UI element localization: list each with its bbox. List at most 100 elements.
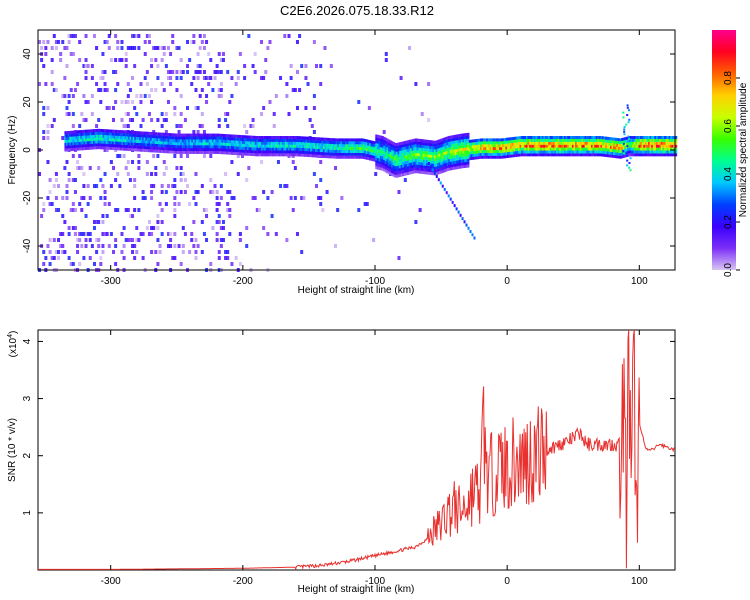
spectrogram-cell	[289, 76, 293, 80]
spectrogram-ridge-cell	[356, 138, 359, 142]
spectrogram-ridge-cell	[261, 138, 264, 142]
spectrogram-ridge-cell	[579, 141, 583, 145]
spectrogram-ridge-cell	[541, 136, 544, 140]
spectrogram-ridge-cell	[329, 146, 332, 150]
spectrogram-ridge-cell	[557, 144, 560, 148]
spectrogram-ridge-cell	[308, 151, 311, 155]
spectrogram-cell	[384, 52, 388, 56]
spectrogram-ridge-cell	[99, 140, 102, 144]
spectrogram-cell	[211, 226, 215, 230]
spectrogram-ridge-cell	[460, 136, 464, 140]
spectrogram-cell	[107, 106, 111, 110]
spectrogram-cell	[217, 202, 221, 206]
spectrogram-ridge-cell	[576, 153, 579, 157]
spectrogram-ridge-cell	[598, 150, 602, 154]
spectrogram-cell	[215, 232, 219, 236]
spectrogram-ridge-cell	[389, 160, 392, 164]
spectrogram-ridge-cell	[410, 142, 413, 146]
spectrogram-ridge-cell	[590, 150, 594, 154]
spectrogram-ridge-cell	[549, 144, 552, 148]
spectrogram-ridge-cell	[303, 150, 307, 154]
spectrogram-ridge-cell	[470, 156, 473, 160]
spectrogram-cell	[46, 196, 50, 200]
spectrogram-ridge-cell	[345, 144, 348, 148]
spectrogram-ridge-cell	[648, 136, 651, 140]
spectrogram-ridge-cell	[183, 136, 186, 140]
spectrogram-cell	[124, 58, 128, 62]
spectrogram-ridge-cell	[140, 148, 143, 152]
spectrogram-cell	[82, 64, 86, 68]
spectrogram-ridge-cell	[316, 151, 319, 155]
spectrogram-cell	[262, 226, 266, 230]
spectrogram-ridge-cell	[215, 136, 218, 140]
spectrogram-ridge-cell	[662, 141, 665, 145]
spectrogram-ridge-cell	[100, 129, 104, 133]
spectrogram-ridge-cell	[535, 136, 538, 140]
spectrogram-cell	[224, 118, 228, 122]
spectrogram-spike-cell	[622, 111, 625, 114]
spectrogram-cell	[103, 202, 107, 206]
spectrogram-ridge-cell	[668, 144, 671, 148]
spectrogram-ridge-cell	[305, 153, 308, 157]
spectrogram-cell	[124, 64, 128, 68]
spectrogram-ridge-cell	[327, 149, 330, 153]
spectrogram-cell	[179, 112, 183, 116]
spectrogram-cell	[217, 118, 221, 122]
spectrogram-ridge-cell	[394, 165, 397, 169]
spectrogram-ridge-cell	[273, 150, 276, 154]
spectrogram-cell	[76, 166, 80, 170]
spectrogram-ridge-cell	[256, 147, 259, 151]
spectrogram-ridge-cell	[221, 139, 224, 143]
spectrogram-ridge-cell	[370, 152, 373, 156]
spectrogram-ridge-cell	[94, 137, 97, 141]
spectrogram-ridge-cell	[648, 153, 651, 157]
spectrogram-ridge-cell	[608, 148, 611, 152]
spectrogram-ridge-cell	[367, 157, 370, 161]
spectrogram-ridge-cell	[497, 147, 500, 151]
spectrogram-cell	[84, 100, 88, 104]
spectrogram-ridge-cell	[426, 168, 429, 172]
spectrogram-ridge-cell	[384, 157, 387, 161]
spectrogram-ridge-cell	[445, 145, 448, 149]
spectrogram-ridge-cell	[161, 144, 164, 148]
spectrogram-cell	[99, 88, 103, 92]
spectrogram-ridge-cell	[349, 144, 353, 148]
spectrogram-ridge-cell	[316, 148, 319, 152]
spectrogram-ridge-cell	[283, 138, 286, 142]
spectrogram-ridge-cell	[113, 138, 116, 142]
spectrogram-ridge-cell	[464, 141, 467, 145]
spectrogram-ridge-cell	[259, 150, 262, 154]
spectrogram-ridge-cell	[234, 149, 237, 153]
spectrogram-ridge-cell	[270, 141, 273, 145]
spectrogram-cell	[175, 46, 179, 50]
spectrogram-cell	[133, 106, 137, 110]
spectrogram-ridge-cell	[178, 142, 181, 146]
spectrogram-ridge-cell	[578, 144, 581, 148]
spectrogram-cell	[65, 112, 69, 116]
spectrogram-ridge-cell	[446, 153, 449, 157]
spectrogram-ridge-cell	[573, 141, 576, 145]
spectrogram-ridge-cell	[427, 168, 430, 172]
colorbar-ticks: 0.00.20.40.60.8	[723, 71, 740, 277]
spectrogram-ridge-cell	[392, 159, 395, 163]
spectrogram-ridge-cell	[392, 150, 395, 154]
spectrogram-ridge-cell	[648, 138, 651, 142]
spectrogram-ridge-cell	[311, 148, 315, 152]
spectrogram-cell	[154, 58, 158, 62]
spectrogram-ridge-cell	[286, 138, 289, 142]
spectrogram-ridge-cell	[188, 133, 191, 137]
spectrogram-ridge-cell	[349, 152, 353, 156]
spectrogram-ridge-cell	[119, 133, 123, 137]
spectrogram-ridge-cell	[100, 131, 104, 135]
spectrogram-cell	[88, 256, 92, 260]
spectrogram-ridge-cell	[525, 141, 529, 145]
spectrogram-ridge-cell	[264, 153, 267, 157]
spectrogram-ridge-cell	[289, 153, 292, 157]
spectrogram-ridge-cell	[191, 145, 194, 149]
spectrogram-ridge-cell	[554, 144, 557, 148]
spectrogram-ridge-cell	[299, 139, 302, 143]
spectrogram-ridge-cell	[516, 139, 519, 143]
spectrogram-ridge-cell	[378, 135, 381, 139]
spectrogram-ridge-cell	[405, 140, 408, 144]
spectrogram-ridge-cell	[583, 136, 586, 140]
